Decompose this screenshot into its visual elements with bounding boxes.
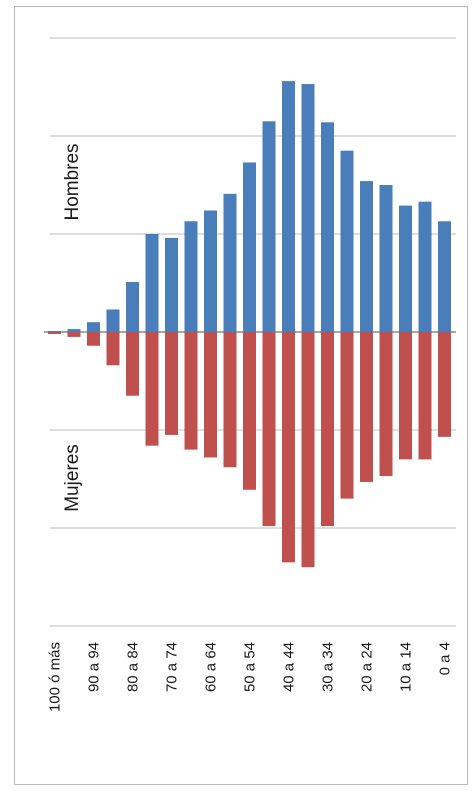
bar-mujeres-10: [243, 332, 256, 490]
bar-mujeres-15: [340, 332, 354, 499]
bar-mujeres-20: [438, 332, 451, 437]
bar-hombres-19: [418, 201, 432, 332]
bar-mujeres-9: [223, 332, 237, 468]
bar-hombres-8: [204, 210, 217, 332]
bar-mujeres-17: [379, 332, 393, 477]
bar-mujeres-13: [301, 332, 315, 568]
bar-hombres-5: [145, 234, 159, 332]
chart-frame: [14, 6, 468, 785]
tick-label: 10 a 14: [398, 642, 415, 692]
bar-mujeres-2: [87, 332, 100, 346]
series-hombres-bars: [48, 81, 451, 333]
bar-mujeres-11: [262, 332, 276, 527]
tick-label: 100 ó más: [47, 642, 64, 712]
bar-hombres-14: [321, 122, 334, 332]
bar-mujeres-14: [321, 332, 334, 527]
tick-label: 60 a 64: [203, 642, 220, 692]
tick-label: 80 a 84: [125, 642, 142, 692]
bar-hombres-10: [243, 162, 256, 332]
bar-mujeres-3: [106, 332, 120, 366]
bar-hombres-12: [282, 81, 295, 333]
bar-hombres-11: [262, 121, 276, 332]
bar-hombres-9: [223, 193, 237, 332]
bar-hombres-1: [67, 329, 81, 332]
bar-mujeres-12: [282, 332, 295, 563]
bar-mujeres-16: [360, 332, 373, 482]
legend-label-mujeres: Mujeres: [62, 444, 83, 512]
bar-hombres-15: [340, 150, 354, 332]
bar-hombres-4: [126, 282, 139, 332]
bar-mujeres-6: [165, 332, 178, 435]
bar-hombres-16: [360, 181, 373, 332]
bar-hombres-20: [438, 221, 451, 332]
tick-label: 90 a 94: [86, 642, 103, 692]
bar-mujeres-8: [204, 332, 217, 458]
bar-mujeres-7: [184, 332, 198, 450]
bar-mujeres-18: [399, 332, 412, 460]
bar-hombres-0: [48, 331, 61, 332]
tick-label: 50 a 54: [242, 642, 259, 692]
bar-hombres-2: [87, 322, 100, 332]
bar-hombres-13: [301, 84, 315, 332]
bar-mujeres-4: [126, 332, 139, 396]
bar-mujeres-19: [418, 332, 432, 460]
tick-label: 70 a 74: [164, 642, 181, 692]
tick-label: 30 a 34: [320, 642, 337, 692]
bar-mujeres-5: [145, 332, 159, 446]
legend-label-hombres: Hombres: [62, 143, 83, 220]
bar-mujeres-0: [48, 332, 61, 334]
bar-hombres-18: [399, 205, 412, 332]
bar-hombres-6: [165, 237, 178, 332]
bar-hombres-7: [184, 221, 198, 332]
tick-labels: 100 ó más 90 a 94 80 a 84 70 a 74 60 a 64 50 …: [47, 642, 454, 712]
bar-hombres-3: [106, 309, 120, 332]
bar-hombres-17: [379, 185, 393, 332]
tick-label: 20 a 24: [359, 642, 376, 692]
bar-mujeres-1: [67, 332, 81, 337]
series-mujeres-bars: [48, 332, 451, 568]
tick-label: 40 a 44: [281, 642, 298, 692]
tick-label: 0 a 4: [437, 642, 454, 675]
